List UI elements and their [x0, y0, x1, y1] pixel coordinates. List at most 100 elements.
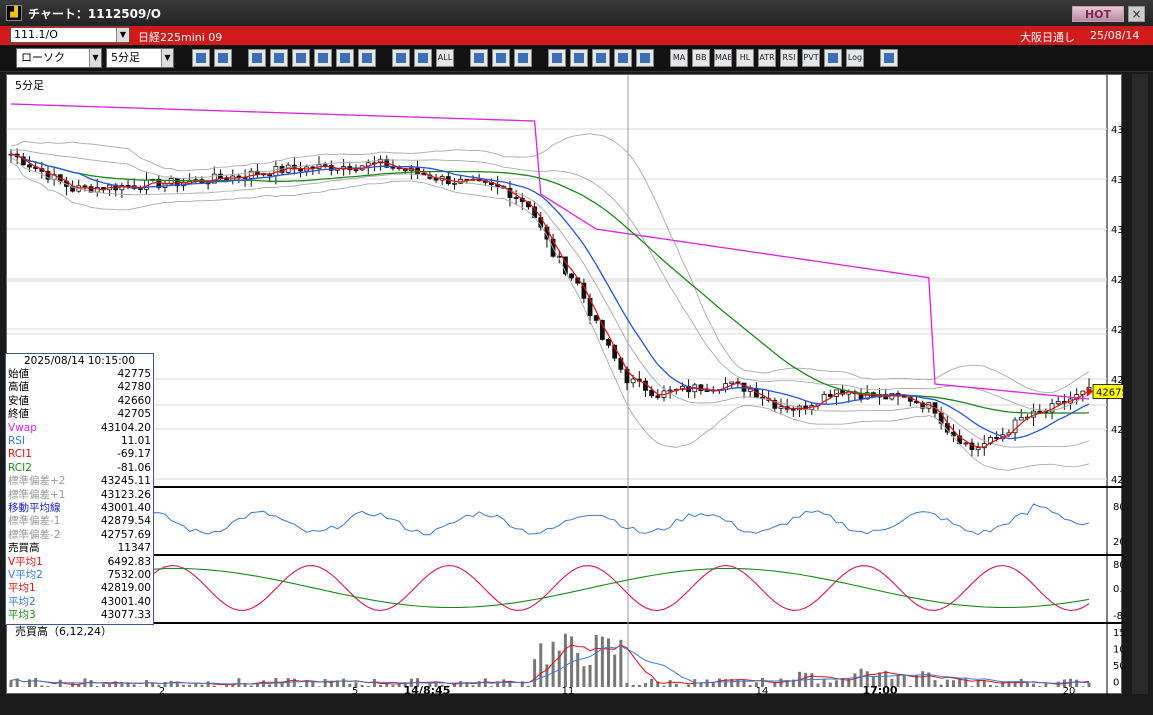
candle-body: [88, 186, 94, 193]
toolbar-cursor-button[interactable]: [292, 49, 310, 67]
volume-bar: [533, 659, 537, 687]
volume-bar: [921, 671, 925, 687]
chevron-down-icon[interactable]: ▼: [161, 49, 173, 67]
toolbar-flag-button[interactable]: [592, 49, 610, 67]
toolbar-zoom-button[interactable]: [192, 49, 210, 67]
data-panel-value: 42705: [117, 408, 151, 421]
volume-bar: [526, 685, 530, 687]
volume-bar: [594, 634, 598, 687]
data-panel-row: V平均2 7532.00: [6, 569, 153, 583]
candle-body: [994, 437, 999, 440]
toolbar-trash-button[interactable]: [358, 49, 376, 67]
toolbar-notes-button[interactable]: [336, 49, 354, 67]
volume-bar: [163, 682, 167, 687]
chart-toolbar: ローソク ▼ 5分足 ▼ ALL MA BB MAE HL ATR RSI PVT Log: [0, 45, 1153, 72]
candle-body: [298, 168, 303, 172]
toolbar-atr-button[interactable]: ATR: [758, 49, 776, 67]
toolbar-box-button[interactable]: [824, 49, 842, 67]
toolbar-pen-button[interactable]: [270, 49, 288, 67]
interval-value: 5分足: [111, 51, 140, 64]
data-panel-value: 43104.20: [100, 421, 151, 434]
chart-area[interactable]: 43200 43100 43000 42900 42800 42700 42600 42500…: [6, 74, 1123, 695]
toolbar-candle-a-button[interactable]: [392, 49, 410, 67]
data-panel-label: V平均2: [8, 569, 43, 581]
data-panel-value: 43001.40: [100, 502, 151, 514]
volume-bar: [372, 678, 376, 687]
toolbar-all-button[interactable]: ALL: [436, 49, 454, 67]
volume-bar: [1007, 682, 1011, 687]
candle-body: [963, 442, 969, 445]
toolbar-draw-line-button[interactable]: [248, 49, 266, 67]
toolbar-ind-1-button[interactable]: [636, 49, 654, 67]
toolbar-ma-button[interactable]: MA: [670, 49, 688, 67]
volume-bar: [970, 686, 974, 687]
volume-bar: [508, 681, 512, 687]
toolbar-info-button[interactable]: [614, 49, 632, 67]
candle-body: [390, 166, 396, 169]
candle-body: [1037, 410, 1043, 413]
toolbar-hl-button[interactable]: HL: [736, 49, 754, 67]
volume-bar: [157, 684, 161, 687]
volume-bar: [335, 680, 339, 687]
volume-bar: [687, 684, 691, 687]
x-tick-label: 20: [1063, 686, 1076, 695]
volume-bar: [662, 685, 666, 687]
volume-bar: [46, 685, 50, 687]
data-panel-value: 6492.83: [107, 555, 151, 568]
data-panel-row: RCI2 -81.06: [6, 462, 153, 476]
volume-bar: [465, 682, 469, 687]
volume-ma1-line: [10, 644, 1090, 686]
volume-bar: [1013, 681, 1017, 687]
volume-bar: [120, 682, 124, 687]
volume-bar: [600, 636, 604, 687]
chart-type-select[interactable]: ローソク ▼: [16, 48, 102, 68]
toolbar-search-chart-button[interactable]: [570, 49, 588, 67]
data-panel-label: 平均2: [8, 595, 36, 608]
chart-canvas[interactable]: 43200 43100 43000 42900 42800 42700 42600 42500…: [7, 75, 1123, 695]
volume-bar: [151, 682, 155, 687]
toolbar-import-button[interactable]: [548, 49, 566, 67]
candle-body: [630, 378, 636, 384]
candle-body: [224, 178, 230, 181]
chart-app-icon[interactable]: ▟: [6, 5, 22, 21]
interval-select[interactable]: 5分足 ▼: [106, 48, 174, 68]
volume-bar: [711, 681, 715, 687]
toolbar-rsi-button[interactable]: RSI: [780, 49, 798, 67]
volume-bar: [212, 685, 216, 687]
toolbar-bb-button[interactable]: BB: [692, 49, 710, 67]
toolbar-pvt-button[interactable]: PVT: [802, 49, 820, 67]
toolbar-candle-b-button[interactable]: [414, 49, 432, 67]
bollinger-band: [10, 161, 1090, 471]
volume-bar: [613, 654, 617, 687]
volume-bar: [976, 680, 980, 687]
close-button[interactable]: ×: [1128, 6, 1145, 22]
toolbar-settings-button[interactable]: [470, 49, 488, 67]
chevron-down-icon[interactable]: ▼: [116, 28, 129, 42]
volume-bar: [391, 685, 395, 687]
toolbar-export-button[interactable]: [880, 49, 898, 67]
volume-bar: [853, 673, 857, 687]
data-panel-row: 売買高 11347: [6, 542, 153, 556]
price-tick-label: 42900: [1111, 275, 1123, 286]
chevron-down-icon[interactable]: ▼: [89, 49, 101, 67]
toolbar-mae-button[interactable]: MAE: [714, 49, 732, 67]
candle-body: [513, 197, 519, 199]
data-panel-value: 7532.00: [107, 569, 151, 581]
symbol-input[interactable]: 111.1/O ▼: [10, 27, 130, 43]
bollinger-band: [10, 157, 1090, 448]
toolbar-palette-button[interactable]: [514, 49, 532, 67]
hot-button[interactable]: HOT: [1072, 6, 1124, 22]
right-scrollbar[interactable]: [1132, 74, 1148, 694]
volume-bar: [576, 652, 580, 687]
volume-bar: [200, 684, 204, 687]
toolbar-window-button[interactable]: [214, 49, 232, 67]
volume-bar: [249, 685, 253, 687]
toolbar-log-button[interactable]: Log: [846, 49, 864, 67]
data-panel-label: 移動平均線: [8, 502, 61, 514]
data-panel-value: 43001.40: [100, 595, 151, 608]
ma-long-line: [10, 153, 1090, 414]
toolbar-undo-button[interactable]: [314, 49, 332, 67]
toolbar-pencil-button[interactable]: [492, 49, 510, 67]
volume-bar: [108, 684, 112, 687]
volume-bar: [126, 682, 130, 687]
